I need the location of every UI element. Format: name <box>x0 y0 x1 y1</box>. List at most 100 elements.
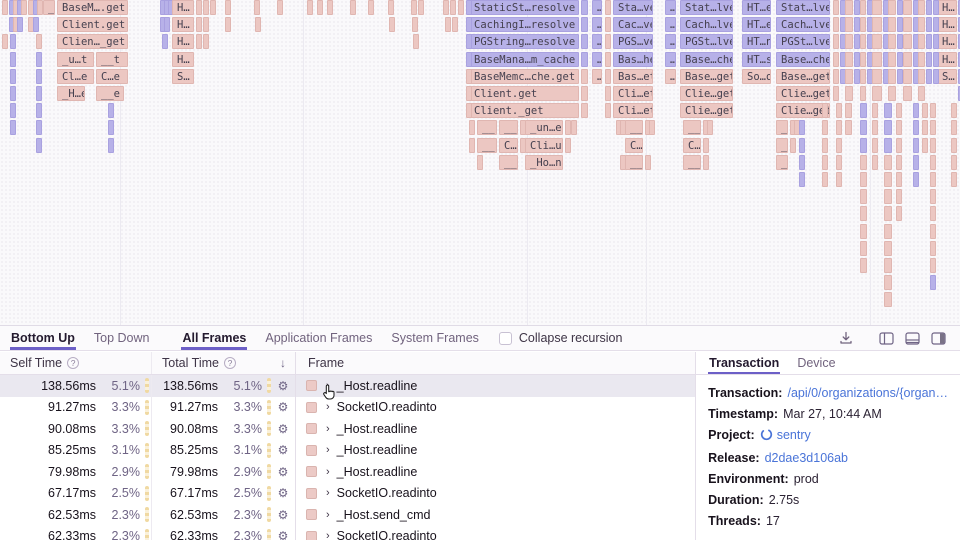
flame-frame[interactable] <box>896 189 902 204</box>
flame-frame[interactable] <box>860 17 866 32</box>
flame-frame[interactable] <box>452 17 458 32</box>
layout-right-panel-icon[interactable] <box>929 330 948 347</box>
flame-frame[interactable] <box>897 0 903 15</box>
flame-frame[interactable] <box>860 258 867 273</box>
flame-frame[interactable] <box>10 69 16 84</box>
flame-frame[interactable] <box>951 155 957 170</box>
table-row[interactable]: 138.56ms 5.1% 138.56ms 5.1% ⚙ › _Host.readline <box>0 375 696 397</box>
frame-settings-icon[interactable]: ⚙ <box>271 465 295 479</box>
flame-frame[interactable]: Clie…get <box>776 103 830 118</box>
flame-frame[interactable] <box>888 52 896 67</box>
flame-frame[interactable] <box>896 206 902 221</box>
flame-frame[interactable] <box>884 103 892 118</box>
flame-frame[interactable] <box>860 34 866 49</box>
flame-frame[interactable] <box>884 172 892 187</box>
flame-frame[interactable] <box>469 138 475 153</box>
flame-frame[interactable] <box>822 138 828 153</box>
detail-field-link[interactable]: sentry <box>776 428 811 442</box>
flame-frame[interactable]: CachingI…resolve <box>469 17 579 32</box>
flame-frame[interactable] <box>845 120 852 135</box>
flame-frame[interactable] <box>466 103 472 118</box>
flame-frame[interactable]: S… <box>172 69 194 84</box>
flame-frame[interactable]: PGSt…lve <box>680 34 733 49</box>
flame-frame[interactable] <box>388 0 394 15</box>
table-row[interactable]: 90.08ms 3.3% 90.08ms 3.3% ⚙ › _Host.readline <box>0 418 696 440</box>
flame-frame[interactable] <box>860 138 867 153</box>
flame-frame[interactable] <box>822 103 828 118</box>
flame-frame[interactable] <box>466 17 472 32</box>
flame-frame[interactable]: __ <box>625 155 643 170</box>
flame-frame[interactable]: … <box>665 34 676 49</box>
flame-frame[interactable] <box>888 34 896 49</box>
flame-frame[interactable]: … <box>665 17 676 32</box>
flame-frame[interactable]: PGSt…lve <box>776 34 830 49</box>
expand-chevron-icon[interactable]: › <box>326 530 330 540</box>
flame-frame[interactable] <box>477 155 483 170</box>
flame-frame[interactable]: __ <box>477 120 497 135</box>
flame-frame[interactable] <box>897 17 903 32</box>
flame-frame[interactable] <box>958 52 960 67</box>
flame-frame[interactable] <box>860 120 867 135</box>
flame-frame[interactable] <box>203 17 209 32</box>
flame-frame[interactable] <box>958 86 960 101</box>
flame-frame[interactable] <box>836 172 842 187</box>
flame-frame[interactable]: … <box>592 17 602 32</box>
flame-frame[interactable] <box>854 52 860 67</box>
flame-frame[interactable] <box>36 138 42 153</box>
flame-frame[interactable]: HT…e <box>742 17 771 32</box>
flame-frame[interactable] <box>605 86 611 101</box>
flame-frame[interactable] <box>255 17 261 32</box>
flame-frame[interactable]: __e <box>96 86 124 101</box>
flame-frame[interactable]: Base…che <box>680 52 733 67</box>
flame-frame[interactable]: __t <box>96 52 128 67</box>
flame-frame[interactable] <box>36 86 42 101</box>
flame-frame[interactable] <box>108 120 114 135</box>
flame-frame[interactable]: … <box>665 69 676 84</box>
flame-frame[interactable] <box>210 0 216 15</box>
flame-frame[interactable] <box>605 52 611 67</box>
flame-frame[interactable] <box>933 69 939 84</box>
tab-application-frames[interactable]: Application Frames <box>264 326 373 350</box>
flame-frame[interactable] <box>649 120 655 135</box>
flame-frame[interactable] <box>845 103 852 118</box>
flame-frame[interactable] <box>799 172 805 187</box>
flame-frame[interactable] <box>918 0 925 15</box>
flame-frame[interactable] <box>836 103 842 118</box>
flame-frame[interactable] <box>930 206 936 221</box>
flame-frame[interactable]: __ <box>477 138 497 153</box>
flame-frame[interactable] <box>790 138 796 153</box>
flame-frame[interactable] <box>951 172 957 187</box>
flame-frame[interactable] <box>571 120 577 135</box>
flame-frame[interactable] <box>836 155 842 170</box>
flame-frame[interactable] <box>413 34 419 49</box>
flame-frame[interactable] <box>930 275 936 290</box>
panel-tab-transaction[interactable]: Transaction <box>708 352 781 374</box>
flame-frame[interactable] <box>884 224 892 239</box>
frame-settings-icon[interactable]: ⚙ <box>271 400 295 414</box>
flame-frame[interactable] <box>833 17 839 32</box>
flame-frame[interactable] <box>445 17 451 32</box>
flame-frame[interactable] <box>922 120 928 135</box>
flame-frame[interactable] <box>884 292 892 307</box>
flame-frame[interactable] <box>565 138 571 153</box>
flame-frame[interactable] <box>418 0 424 15</box>
flame-frame[interactable] <box>918 69 925 84</box>
flame-frame[interactable] <box>926 52 932 67</box>
flame-frame[interactable] <box>903 0 912 15</box>
flame-frame[interactable] <box>860 189 867 204</box>
flame-frame[interactable] <box>913 120 919 135</box>
flame-frame[interactable] <box>317 0 323 15</box>
flame-frame[interactable] <box>872 86 882 101</box>
flame-frame[interactable] <box>933 0 939 15</box>
flame-frame[interactable] <box>36 34 42 49</box>
flame-frame[interactable]: HT…n <box>742 34 771 49</box>
total-time-info-icon[interactable]: ? <box>223 357 236 369</box>
flame-frame[interactable] <box>903 52 912 67</box>
flame-frame[interactable] <box>903 69 912 84</box>
layout-left-panel-icon[interactable] <box>877 330 896 347</box>
flame-frame[interactable] <box>443 0 449 15</box>
flame-frame[interactable] <box>896 138 902 153</box>
flame-frame[interactable] <box>196 17 202 32</box>
expand-chevron-icon[interactable]: › <box>326 487 330 500</box>
flame-frame[interactable] <box>930 138 936 153</box>
